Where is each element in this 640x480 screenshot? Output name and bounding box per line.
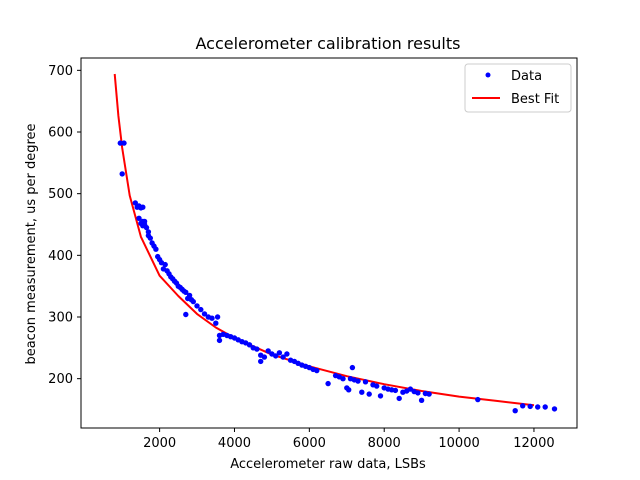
data-point bbox=[261, 354, 268, 360]
data-point bbox=[359, 389, 365, 395]
data-point bbox=[140, 223, 146, 229]
x-tick-label: 4000 bbox=[218, 436, 251, 451]
data-point bbox=[349, 364, 356, 371]
data-point bbox=[377, 393, 384, 399]
y-tick-label: 500 bbox=[48, 187, 73, 202]
data-point bbox=[258, 358, 264, 365]
data-point bbox=[535, 404, 541, 410]
data-point bbox=[132, 200, 138, 206]
y-tick-label: 600 bbox=[48, 126, 73, 141]
legend-data-marker bbox=[485, 72, 491, 78]
data-point bbox=[392, 387, 399, 394]
x-tick-label: 10000 bbox=[438, 436, 479, 451]
data-point bbox=[520, 403, 526, 409]
data-point bbox=[362, 379, 369, 385]
data-point bbox=[214, 314, 221, 320]
data-point bbox=[325, 380, 331, 387]
data-point bbox=[407, 386, 414, 392]
legend-fit-label: Best Fit bbox=[511, 92, 559, 107]
data-point bbox=[527, 403, 533, 410]
data-point bbox=[190, 298, 196, 305]
data-point bbox=[542, 404, 548, 410]
chart-title: Accelerometer calibration results bbox=[196, 34, 461, 53]
data-point bbox=[340, 376, 346, 382]
data-points-layer bbox=[117, 140, 558, 414]
data-point bbox=[162, 261, 168, 268]
data-point bbox=[280, 354, 286, 360]
data-point bbox=[198, 306, 204, 313]
y-axis-label: beacon measurement, us per degree bbox=[24, 123, 39, 364]
data-point bbox=[366, 391, 372, 397]
data-point bbox=[512, 408, 518, 414]
data-point bbox=[284, 351, 290, 357]
data-point bbox=[426, 391, 432, 397]
data-point bbox=[276, 350, 283, 356]
data-point bbox=[201, 311, 208, 317]
y-tick-label: 300 bbox=[48, 311, 73, 326]
data-point bbox=[117, 140, 124, 146]
data-point bbox=[265, 348, 271, 354]
data-point bbox=[121, 140, 127, 146]
data-point bbox=[209, 315, 215, 321]
data-point bbox=[418, 397, 425, 403]
y-tick-label: 400 bbox=[48, 249, 73, 264]
legend-data-label: Data bbox=[511, 69, 542, 84]
legend: Data Best Fit bbox=[464, 63, 572, 113]
data-point bbox=[183, 289, 189, 295]
data-point bbox=[551, 406, 558, 412]
data-point bbox=[355, 378, 361, 384]
data-point bbox=[273, 353, 279, 359]
x-tick-label: 2000 bbox=[143, 436, 176, 451]
data-point bbox=[183, 311, 189, 318]
data-point bbox=[140, 204, 146, 210]
x-tick-label: 6000 bbox=[293, 436, 326, 451]
data-point bbox=[415, 390, 421, 396]
data-point bbox=[475, 396, 481, 403]
data-point bbox=[119, 171, 125, 177]
data-point bbox=[396, 395, 402, 402]
data-point bbox=[254, 346, 260, 352]
data-point bbox=[145, 229, 152, 235]
data-point bbox=[346, 387, 352, 393]
data-point bbox=[213, 320, 219, 326]
data-point bbox=[246, 342, 253, 348]
data-point bbox=[314, 367, 320, 374]
data-point bbox=[216, 337, 223, 344]
data-point bbox=[147, 235, 153, 241]
legend-box bbox=[464, 63, 572, 113]
data-point bbox=[153, 246, 159, 252]
x-tick-label: 12000 bbox=[513, 436, 554, 451]
y-tick-label: 700 bbox=[48, 64, 73, 79]
data-point bbox=[374, 383, 380, 389]
x-tick-label: 8000 bbox=[368, 436, 401, 451]
data-point bbox=[194, 303, 200, 309]
data-point bbox=[186, 292, 193, 299]
y-tick-label: 200 bbox=[48, 372, 73, 387]
axis-ticks: 2000 4000 6000 8000 10000 12000 200 300 400 500 60… bbox=[48, 64, 554, 451]
plot-area bbox=[113, 73, 558, 414]
data-point bbox=[136, 215, 142, 221]
axes-frame bbox=[80, 57, 578, 429]
data-point bbox=[141, 218, 148, 225]
x-axis-label: Accelerometer raw data, LSBs bbox=[230, 457, 426, 472]
